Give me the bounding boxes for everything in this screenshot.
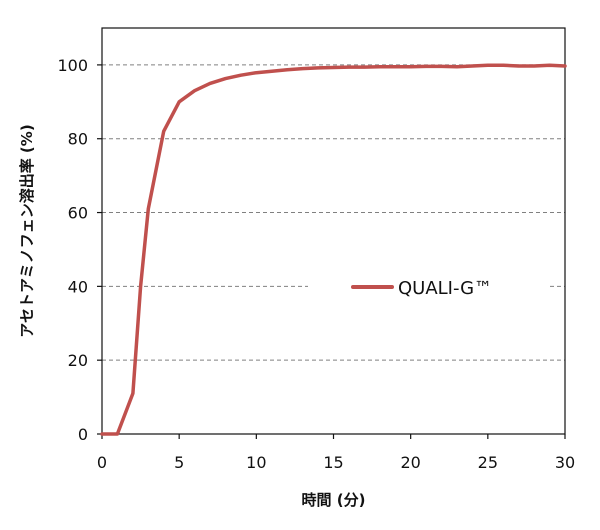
x-tick-label-30: 30 xyxy=(555,453,575,472)
gridlines xyxy=(102,64,565,361)
legend-background xyxy=(308,271,548,303)
y-tick-label-60: 60 xyxy=(68,204,88,223)
y-tick-label-100: 100 xyxy=(57,56,88,75)
series-group xyxy=(100,63,567,436)
y-axis-title: アセトアミノフェン溶出率 (%) xyxy=(18,124,36,337)
x-axis-title: 時間 (分) xyxy=(302,491,366,509)
y-tick-label-40: 40 xyxy=(68,277,88,296)
legend-label: QUALI-G™ xyxy=(398,278,492,299)
y-tick-label-20: 20 xyxy=(68,351,88,370)
x-tick-label-15: 15 xyxy=(323,453,343,472)
x-tick-label-10: 10 xyxy=(246,453,266,472)
legend: QUALI-G™ xyxy=(308,271,548,303)
x-axis-ticks: 0 5 10 15 20 25 30 xyxy=(97,434,575,472)
x-tick-label-25: 25 xyxy=(478,453,498,472)
y-tick-label-80: 80 xyxy=(68,130,88,149)
y-tick-label-0: 0 xyxy=(78,425,88,444)
x-tick-label-5: 5 xyxy=(174,453,184,472)
x-tick-label-20: 20 xyxy=(400,453,420,472)
plot-area-frame xyxy=(101,27,566,435)
y-axis-ticks: 0 20 40 60 80 100 xyxy=(57,56,102,444)
x-tick-label-0: 0 xyxy=(97,453,107,472)
series-line-0 xyxy=(100,63,567,436)
